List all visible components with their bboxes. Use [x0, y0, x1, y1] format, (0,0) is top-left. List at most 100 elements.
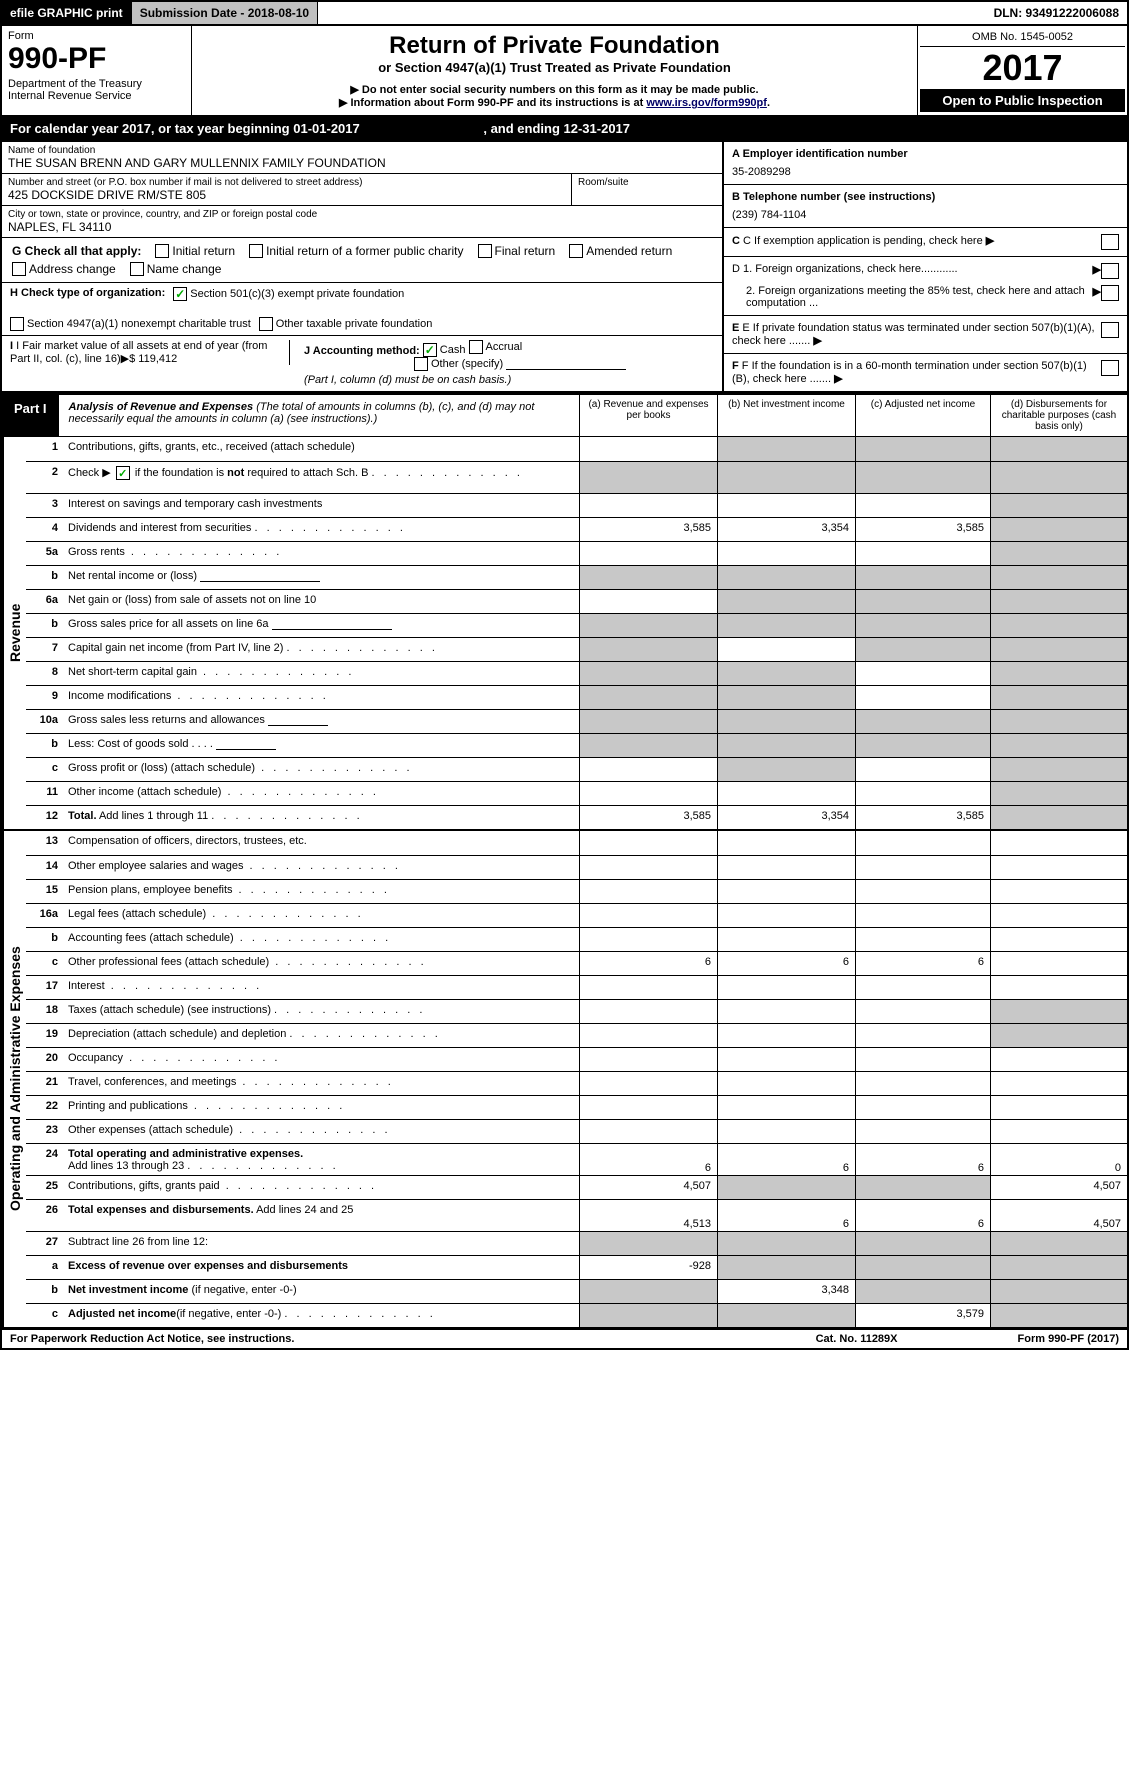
row-4-desc: Dividends and interest from securities	[64, 518, 579, 541]
row-17-desc: Interest	[64, 976, 579, 999]
j-accrual[interactable]: Accrual	[469, 340, 523, 354]
row-7-desc: Capital gain net income (from Part IV, l…	[64, 638, 579, 661]
row-27b-desc: Net investment income (if negative, ente…	[64, 1280, 579, 1303]
col-b-hdr: (b) Net investment income	[717, 395, 855, 436]
g-label: G Check all that apply:	[12, 244, 141, 258]
dept: Department of the Treasury	[8, 78, 185, 90]
form-page: efile GRAPHIC print Submission Date - 20…	[0, 0, 1129, 1350]
part1-desc: Analysis of Revenue and Expenses (The to…	[59, 395, 579, 436]
form-number: 990-PF	[8, 42, 185, 76]
row-23-desc: Other expenses (attach schedule)	[64, 1120, 579, 1143]
part1-tab: Part I	[2, 395, 59, 436]
r26-c: 6	[855, 1200, 990, 1231]
form-subtitle: or Section 4947(a)(1) Trust Treated as P…	[202, 60, 907, 75]
row-19: 19Depreciation (attach schedule) and dep…	[26, 1023, 1127, 1047]
row-27-desc: Subtract line 26 from line 12:	[64, 1232, 579, 1255]
open-public: Open to Public Inspection	[920, 89, 1125, 112]
row-18: 18Taxes (attach schedule) (see instructi…	[26, 999, 1127, 1023]
omb: OMB No. 1545-0052	[920, 28, 1125, 47]
instructions-link[interactable]: www.irs.gov/form990pf	[646, 97, 767, 109]
footer-form: Form 990-PF (2017)	[1018, 1333, 1119, 1345]
row-8-desc: Net short-term capital gain	[64, 662, 579, 685]
g-opt-1: Initial return of a former public charit…	[266, 244, 463, 258]
city-val: NAPLES, FL 34110	[8, 220, 111, 234]
row-10b-desc: Less: Cost of goods sold . . . .	[64, 734, 579, 757]
g-final[interactable]: Final return	[478, 244, 556, 258]
row-20-desc: Occupancy	[64, 1048, 579, 1071]
row-13: 13Compensation of officers, directors, t…	[26, 831, 1127, 855]
g-opt-2: Final return	[495, 244, 556, 258]
row-16a: 16aLegal fees (attach schedule)	[26, 903, 1127, 927]
d2-checkbox[interactable]	[1101, 285, 1119, 301]
i-block: I I Fair market value of all assets at e…	[10, 340, 290, 365]
c-checkbox[interactable]	[1101, 234, 1119, 250]
row-12: 12Total. Add lines 1 through 11 3,5853,3…	[26, 805, 1127, 829]
row-21-desc: Travel, conferences, and meetings	[64, 1072, 579, 1095]
r24-c: 6	[855, 1144, 990, 1175]
c-label: C If exemption application is pending, c…	[743, 235, 983, 247]
j-accr-lab: Accrual	[486, 341, 523, 353]
row-16c-desc: Other professional fees (attach schedule…	[64, 952, 579, 975]
row-10b: bLess: Cost of goods sold . . . .	[26, 733, 1127, 757]
r27c-c: 3,579	[855, 1304, 990, 1327]
d1-checkbox[interactable]	[1101, 263, 1119, 279]
irs: Internal Revenue Service	[8, 90, 185, 102]
g-addr-change[interactable]: Address change	[12, 262, 116, 276]
h-other-tax[interactable]: Other taxable private foundation	[259, 317, 433, 331]
col-a-hdr: (a) Revenue and expenses per books	[579, 395, 717, 436]
col-d-hdr: (d) Disbursements for charitable purpose…	[990, 395, 1127, 436]
g-name-change[interactable]: Name change	[130, 262, 222, 276]
entity-block: Name of foundation THE SUSAN BRENN AND G…	[2, 142, 1127, 393]
row-23: 23Other expenses (attach schedule)	[26, 1119, 1127, 1143]
h-501c3[interactable]: ✓Section 501(c)(3) exempt private founda…	[173, 287, 404, 301]
d1-text: D 1. Foreign organizations, check here..…	[732, 263, 1093, 279]
expenses-side-label: Operating and Administrative Expenses	[2, 831, 26, 1327]
r16c-c: 6	[855, 952, 990, 975]
row-19-desc: Depreciation (attach schedule) and deple…	[64, 1024, 579, 1047]
g-initial-former[interactable]: Initial return of a former public charit…	[249, 244, 463, 258]
row-16a-desc: Legal fees (attach schedule)	[64, 904, 579, 927]
row-10c-desc: Gross profit or (loss) (attach schedule)	[64, 758, 579, 781]
foundation-name: THE SUSAN BRENN AND GARY MULLENNIX FAMIL…	[8, 156, 386, 170]
row-6a: 6aNet gain or (loss) from sale of assets…	[26, 589, 1127, 613]
submission-date: Submission Date - 2018-08-10	[132, 2, 318, 24]
g-opt-5: Name change	[147, 262, 222, 276]
row-6a-desc: Net gain or (loss) from sale of assets n…	[64, 590, 579, 613]
form-word: Form	[8, 30, 185, 42]
row-27b: bNet investment income (if negative, ent…	[26, 1279, 1127, 1303]
row-27a: aExcess of revenue over expenses and dis…	[26, 1255, 1127, 1279]
e-checkbox[interactable]	[1101, 322, 1119, 338]
addr-label: Number and street (or P.O. box number if…	[8, 177, 565, 188]
j-cash[interactable]: ✓Cash	[423, 343, 466, 357]
h-4947[interactable]: Section 4947(a)(1) nonexempt charitable …	[10, 317, 251, 331]
j-block: J Accounting method: ✓Cash Accrual Other…	[298, 340, 714, 386]
h-opt-1: Section 501(c)(3) exempt private foundat…	[190, 288, 404, 300]
schb-checkbox[interactable]: ✓	[116, 466, 130, 480]
dln: DLN: 93491222006088	[986, 2, 1127, 24]
row-5b: bNet rental income or (loss)	[26, 565, 1127, 589]
r4-b: 3,354	[717, 518, 855, 541]
row-22: 22Printing and publications	[26, 1095, 1127, 1119]
row-14: 14Other employee salaries and wages	[26, 855, 1127, 879]
addr-cell: Number and street (or P.O. box number if…	[2, 174, 572, 205]
r16c-b: 6	[717, 952, 855, 975]
header-center: Return of Private Foundation or Section …	[192, 26, 917, 115]
g-amended[interactable]: Amended return	[569, 244, 672, 258]
row-6b: bGross sales price for all assets on lin…	[26, 613, 1127, 637]
row-11-desc: Other income (attach schedule)	[64, 782, 579, 805]
row-24-desc: Total operating and administrative expen…	[64, 1144, 579, 1175]
f-checkbox[interactable]	[1101, 360, 1119, 376]
row-4: 4Dividends and interest from securities …	[26, 517, 1127, 541]
row-14-desc: Other employee salaries and wages	[64, 856, 579, 879]
row-6b-desc: Gross sales price for all assets on line…	[64, 614, 579, 637]
form-title: Return of Private Foundation	[202, 32, 907, 60]
row-15: 15Pension plans, employee benefits	[26, 879, 1127, 903]
h-opt-2: Section 4947(a)(1) nonexempt charitable …	[27, 318, 251, 330]
j-other[interactable]: Other (specify)	[414, 357, 626, 371]
g-initial-return[interactable]: Initial return	[155, 244, 235, 258]
d2-text: 2. Foreign organizations meeting the 85%…	[732, 285, 1093, 309]
row-25-desc: Contributions, gifts, grants paid	[64, 1176, 579, 1199]
instr2-pre: ▶ Information about Form 990-PF and its …	[339, 97, 646, 109]
entity-left: Name of foundation THE SUSAN BRENN AND G…	[2, 142, 722, 391]
row-3-desc: Interest on savings and temporary cash i…	[64, 494, 579, 517]
